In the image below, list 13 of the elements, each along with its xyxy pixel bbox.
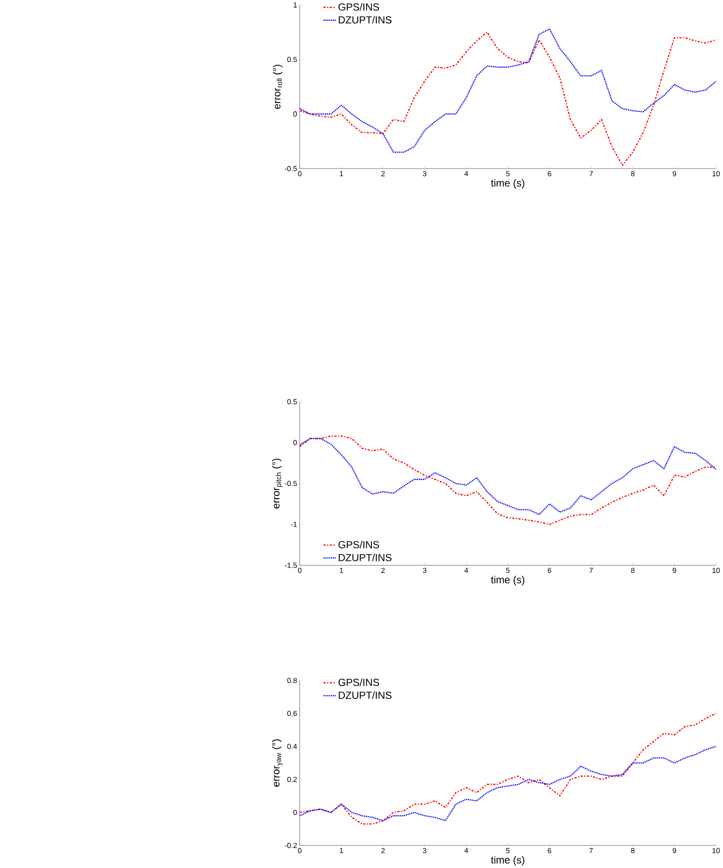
legend-label: GPS/INS [338, 3, 380, 11]
x-axis-title: time (s) [491, 179, 525, 189]
line-series [300, 746, 716, 822]
y-axis-title: error$_{roll}$ (°) [273, 64, 283, 109]
y-axis-title: error$_{pitch}$ (°) [272, 458, 283, 508]
legend-label: DZUPT/INS [339, 691, 392, 699]
x-axis-title: time (s) [491, 576, 525, 586]
legend-label: GPS/INS [338, 678, 380, 686]
legend-label: DZUPT/INS [339, 16, 392, 24]
y-axis-title: error$_{yaw}$ (°) [272, 739, 283, 787]
legend-label: GPS/INS [338, 540, 380, 548]
legend-label: DZUPT/INS [339, 554, 392, 562]
x-axis-title: time (s) [491, 856, 525, 866]
